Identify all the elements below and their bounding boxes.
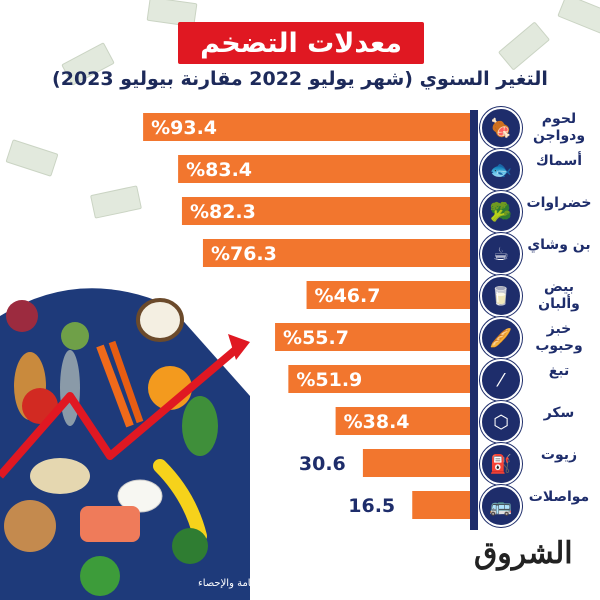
oil-icon: ⛽ [480, 443, 522, 485]
shorouk-logo: الشروق [474, 536, 573, 571]
tobacco-icon: ⁄ [480, 359, 522, 401]
page-subtitle: التغير السنوي (شهر يوليو 2022 مقارنة بيو… [52, 68, 548, 90]
bar-2 [178, 155, 470, 183]
dairy-icon: 🥛 [480, 275, 522, 317]
bar-value-label: %82.3 [190, 201, 256, 223]
bar-3 [181, 197, 470, 225]
bar-value-label: %38.4 [344, 411, 410, 433]
source-note: المصدر: الجهاز المركزي للتعبئة العامة وا… [198, 578, 394, 589]
bar-value-label: %76.3 [211, 243, 277, 265]
coffee-icon: ☕ [480, 233, 522, 275]
bar-6 [275, 323, 470, 351]
category-label: خبز وحبوب [535, 321, 583, 354]
bar-7 [288, 365, 470, 393]
bar-9 [362, 449, 470, 477]
bar-1 [143, 113, 470, 141]
category-label: خضراوات [526, 195, 592, 211]
meat-icon: 🍖 [480, 107, 522, 149]
fish-icon: 🐟 [480, 149, 522, 191]
bar-4 [202, 239, 470, 267]
bar-value-label: %93.4 [151, 117, 217, 139]
category-label: مواصلات [528, 489, 590, 505]
bar-10 [412, 491, 470, 519]
bar-value-label: %55.7 [283, 327, 349, 349]
bar-8 [335, 407, 470, 435]
bar-value-label: %51.9 [296, 369, 362, 391]
bus-icon: 🚌 [480, 485, 522, 527]
bar-5 [306, 281, 470, 309]
category-label: لحوم ودواجن [532, 111, 586, 144]
bar-value-label: %46.7 [315, 285, 381, 307]
page-title: معدلات التضخم [178, 22, 424, 64]
category-label: زيوت [540, 447, 578, 463]
category-label: سكر [543, 405, 575, 421]
bar-value-label: 16.5 [348, 495, 395, 517]
food-illustration [0, 288, 250, 600]
bar-value-label: %83.4 [186, 159, 252, 181]
chart-axis-divider [470, 110, 478, 530]
bread-icon: 🥖 [480, 317, 522, 359]
category-label: تبغ [548, 363, 570, 379]
category-label: بن وشاي [527, 237, 591, 253]
category-label: أسماك [535, 153, 583, 169]
category-label: بيض وألبان [538, 279, 580, 312]
sugar-icon: ⬡ [480, 401, 522, 443]
vegetables-icon: 🥦 [480, 191, 522, 233]
bar-value-label: 30.6 [299, 453, 346, 475]
